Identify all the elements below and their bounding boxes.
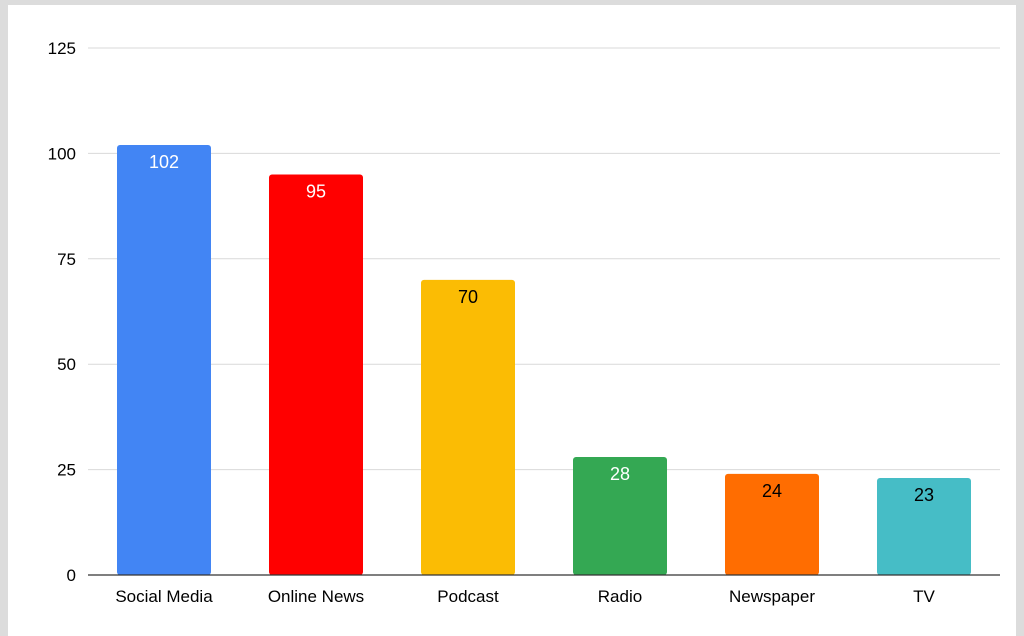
y-tick-label: 100 bbox=[48, 144, 76, 163]
x-tick-label: Newspaper bbox=[729, 587, 815, 606]
bars bbox=[117, 144, 971, 576]
bar bbox=[877, 478, 971, 575]
y-tick-label: 0 bbox=[67, 566, 76, 585]
data-label: 95 bbox=[306, 181, 326, 201]
gridlines bbox=[88, 47, 1000, 471]
data-label: 70 bbox=[458, 287, 478, 307]
y-tick-label: 50 bbox=[57, 355, 76, 374]
x-tick-label: Radio bbox=[598, 587, 642, 606]
x-tick-label: Online News bbox=[268, 587, 364, 606]
data-label: 28 bbox=[610, 464, 630, 484]
bar bbox=[117, 144, 211, 575]
bar bbox=[573, 456, 667, 575]
bar bbox=[269, 174, 363, 576]
bar bbox=[725, 473, 819, 575]
data-label: 102 bbox=[149, 152, 179, 172]
y-axis-tick-labels: 0 25 50 75 100 125 bbox=[48, 39, 76, 585]
data-label: 24 bbox=[762, 481, 782, 501]
data-label: 23 bbox=[914, 485, 934, 505]
y-tick-label: 25 bbox=[57, 461, 76, 480]
x-tick-label: Podcast bbox=[437, 587, 499, 606]
x-tick-label: Social Media bbox=[115, 587, 213, 606]
x-tick-label: TV bbox=[913, 587, 935, 606]
y-tick-label: 75 bbox=[57, 250, 76, 269]
data-labels: 102 95 70 28 24 23 bbox=[149, 152, 934, 505]
y-tick-label: 125 bbox=[48, 39, 76, 58]
x-axis-tick-labels: Social Media Online News Podcast Radio Newsp… bbox=[115, 587, 935, 606]
bar bbox=[421, 279, 515, 575]
